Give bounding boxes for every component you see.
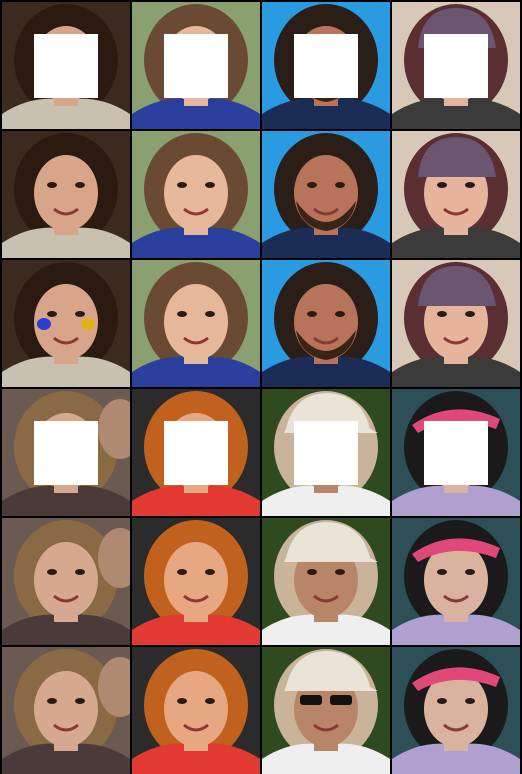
face-illustration [392, 518, 520, 645]
face-illustration [132, 131, 260, 258]
masked-face-photo [132, 2, 260, 129]
occlusion-mask [34, 421, 98, 485]
face-illustration [2, 518, 130, 645]
generated-face-photo [392, 260, 520, 387]
masked-face-photo [392, 2, 520, 129]
generated-face-photo [262, 131, 390, 258]
face-illustration [2, 131, 130, 258]
masked-face-photo [132, 389, 260, 516]
face-illustration [132, 647, 260, 774]
masked-face-photo [392, 389, 520, 516]
generated-face-photo [392, 518, 520, 645]
occlusion-mask [294, 421, 358, 485]
generated-face-photo [2, 518, 130, 645]
face-illustration [262, 131, 390, 258]
masked-face-photo [2, 2, 130, 129]
face-illustration [262, 260, 390, 387]
generated-face-photo [132, 647, 260, 774]
generated-face-photo [262, 260, 390, 387]
generated-face-photo [132, 131, 260, 258]
face-illustration [262, 518, 390, 645]
occlusion-mask [34, 34, 98, 98]
masked-face-photo [2, 389, 130, 516]
generated-face-photo [2, 260, 130, 387]
generated-face-photo [2, 131, 130, 258]
generated-face-photo [132, 518, 260, 645]
occlusion-mask [424, 421, 488, 485]
occlusion-mask [424, 34, 488, 98]
generated-face-photo [132, 260, 260, 387]
generated-face-photo [262, 647, 390, 774]
generated-face-photo [392, 647, 520, 774]
generated-face-photo [262, 518, 390, 645]
generated-face-photo [392, 131, 520, 258]
face-illustration [392, 131, 520, 258]
occlusion-mask [294, 34, 358, 98]
occlusion-mask [164, 421, 228, 485]
face-illustration [262, 647, 390, 774]
face-illustration [2, 260, 130, 387]
occlusion-mask [164, 34, 228, 98]
face-illustration [392, 260, 520, 387]
masked-face-photo [262, 2, 390, 129]
face-illustration [132, 260, 260, 387]
face-illustration [2, 647, 130, 774]
masked-face-photo [262, 389, 390, 516]
face-illustration [392, 647, 520, 774]
generated-face-photo [2, 647, 130, 774]
face-illustration [132, 518, 260, 645]
